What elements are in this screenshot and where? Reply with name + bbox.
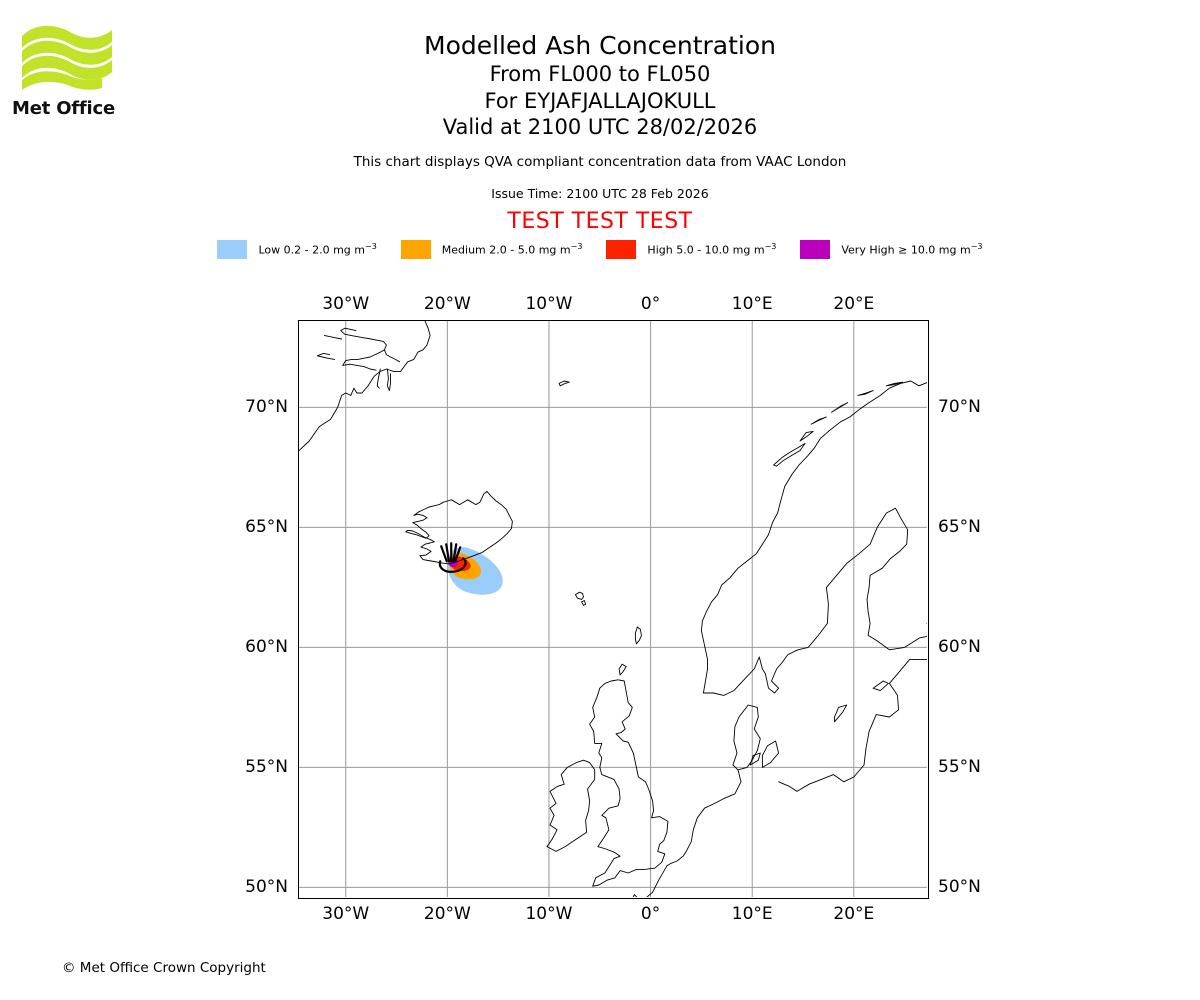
legend-very-high-label: Very High ≥ 10.0 mg m−3 xyxy=(841,242,983,257)
legend-high-label: High 5.0 - 10.0 mg m−3 xyxy=(647,242,777,257)
coastline-segment xyxy=(299,321,431,452)
qva-note: This chart displays QVA compliant concen… xyxy=(353,153,847,170)
legend-low-swatch xyxy=(217,240,248,259)
coastline-segment xyxy=(581,600,587,606)
ash-concentration-map[interactable]: 30°W 30°W 20°W 20°W 10°W 10°W 0° 0° 10°E 10°E 20°E… xyxy=(245,294,981,924)
coastline-segment xyxy=(799,430,814,442)
coastline-segment xyxy=(761,740,780,768)
legend-high: High 5.0 - 10.0 mg m−3 xyxy=(606,240,776,259)
coastline-segment xyxy=(857,390,874,396)
lat-tick-right: 55°N xyxy=(938,757,981,778)
coastline-segment xyxy=(749,752,761,766)
coastline-segment xyxy=(810,416,827,425)
lon-tick-top: 20°W xyxy=(423,294,471,314)
legend-medium-label: Medium 2.0 - 5.0 mg m−3 xyxy=(441,242,583,257)
lon-tick-bottom: 0° xyxy=(640,904,661,924)
met-office-logo-text: Met Office xyxy=(12,98,116,119)
coastline-segment xyxy=(323,334,343,340)
lon-tick-top: 10°E xyxy=(731,294,773,314)
coastline-segment xyxy=(666,769,742,867)
lon-tick-bottom: 10°E xyxy=(731,904,773,924)
lat-tick-right: 65°N xyxy=(938,517,981,538)
volcano-ejecta-ray xyxy=(445,543,451,563)
legend-high-exponent: −3 xyxy=(764,242,777,252)
coastline-segment xyxy=(700,380,927,696)
issue-time: Issue Time: 2100 UTC 28 Feb 2026 xyxy=(491,185,709,201)
coastline-segment xyxy=(589,679,669,887)
lat-tick-left: 55°N xyxy=(245,757,288,778)
coastline-segment xyxy=(634,626,642,645)
volcano-ejecta-ray xyxy=(452,543,458,563)
lon-tick-bottom: 30°W xyxy=(322,904,370,924)
copyright-notice: © Met Office Crown Copyright xyxy=(62,960,266,976)
coastline-segment xyxy=(316,352,336,360)
coastline-segment xyxy=(558,380,570,387)
map-gridlines xyxy=(299,321,927,897)
coastline-segment xyxy=(632,865,668,897)
coastline-segment xyxy=(732,704,761,771)
legend-low: Low 0.2 - 2.0 mg m−3 xyxy=(217,240,377,259)
legend-very-high: Very High ≥ 10.0 mg m−3 xyxy=(800,240,983,259)
legend-medium-exponent: −3 xyxy=(570,242,583,252)
coastline-segment xyxy=(386,368,391,392)
map-canvas xyxy=(299,321,927,897)
lon-tick-bottom: 20°W xyxy=(423,904,471,924)
legend-low-exponent: −3 xyxy=(364,242,377,252)
coastline-segment xyxy=(405,490,513,565)
concentration-legend: Low 0.2 - 2.0 mg m−3 Medium 2.0 - 5.0 mg … xyxy=(0,240,1200,259)
flight-level-line: From FL000 to FL050 xyxy=(489,62,711,86)
coastline-segment xyxy=(376,368,381,389)
coastline-segment xyxy=(885,381,904,387)
legend-very-high-swatch xyxy=(800,240,831,259)
volcano-symbol xyxy=(438,542,467,573)
legend-medium: Medium 2.0 - 5.0 mg m−3 xyxy=(400,240,583,259)
met-office-logo: Met Office xyxy=(12,18,122,119)
volcano-crater-outline xyxy=(438,557,467,573)
map-plot-frame xyxy=(298,320,929,899)
lat-tick-right: 70°N xyxy=(938,397,981,418)
coastline-segment xyxy=(872,680,889,692)
lat-tick-left: 65°N xyxy=(245,517,288,538)
chart-header: Modelled Ash Concentration From FL000 to… xyxy=(0,0,1200,234)
test-banner: TEST TEST TEST xyxy=(507,208,693,234)
lon-tick-top: 10°W xyxy=(525,294,573,314)
coastline-segment xyxy=(383,349,401,363)
coastline-segment xyxy=(340,327,387,371)
valid-time-line: Valid at 2100 UTC 28/02/2026 xyxy=(442,115,758,139)
volcano-ejecta-ray xyxy=(454,546,462,563)
coastline-segment xyxy=(773,442,806,467)
coastline-segment xyxy=(778,658,927,792)
lat-tick-left: 50°N xyxy=(245,877,288,898)
coastline-segment xyxy=(831,402,849,413)
lon-tick-top: 0° xyxy=(640,294,661,314)
legend-very-high-exponent: −3 xyxy=(970,242,983,252)
legend-high-swatch xyxy=(606,240,637,259)
legend-low-label: Low 0.2 - 2.0 mg m−3 xyxy=(258,242,377,257)
volcano-name-line: For EYJAFJALLAJOKULL xyxy=(484,88,716,113)
lat-tick-right: 60°N xyxy=(938,637,981,658)
coastlines xyxy=(299,321,927,897)
legend-medium-swatch xyxy=(400,240,431,259)
lat-tick-left: 70°N xyxy=(245,397,288,418)
coastline-segment xyxy=(574,591,584,600)
lon-tick-top: 20°E xyxy=(833,294,875,314)
coastline-segment xyxy=(546,759,596,852)
lon-tick-top: 30°W xyxy=(322,294,370,314)
page-title: Modelled Ash Concentration xyxy=(424,31,776,60)
lon-tick-bottom: 20°E xyxy=(833,904,875,924)
lon-tick-bottom: 10°W xyxy=(525,904,573,924)
volcano-ejecta-ray xyxy=(440,545,448,563)
lat-tick-left: 60°N xyxy=(245,637,288,658)
met-office-waves-icon xyxy=(22,25,112,90)
lat-tick-right: 50°N xyxy=(938,877,981,898)
coastline-segment xyxy=(834,704,848,723)
coastline-segment xyxy=(618,663,627,676)
